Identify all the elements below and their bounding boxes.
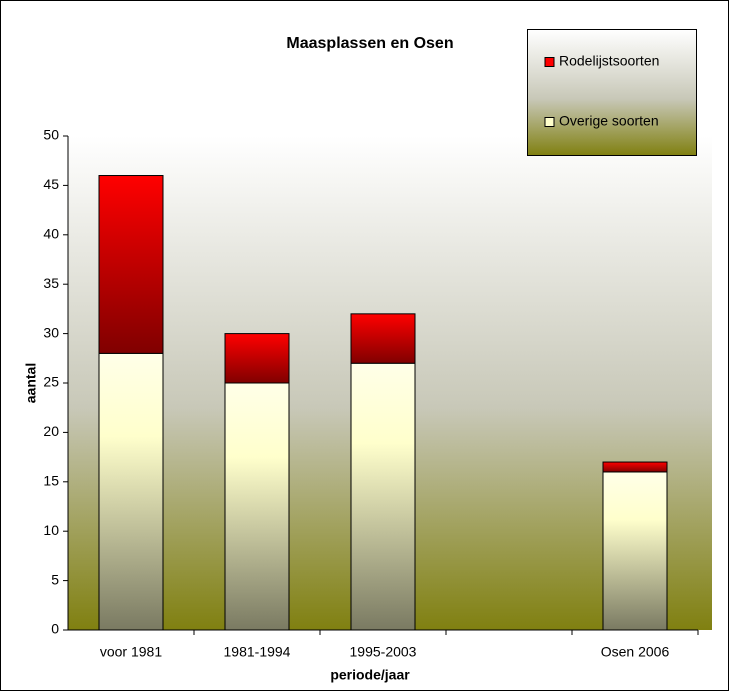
- x-axis-label: periode/jaar: [330, 667, 410, 683]
- bar-segment: [350, 313, 416, 364]
- y-tick-label: 45: [43, 176, 59, 192]
- bar-segment: [98, 175, 164, 354]
- y-tick-label: 30: [43, 324, 59, 340]
- legend-swatch: [544, 57, 555, 67]
- y-tick-label: 20: [43, 423, 59, 439]
- legend-label: Overige soorten: [559, 113, 659, 129]
- bar-segment: [350, 362, 416, 631]
- bar-segment: [224, 382, 290, 631]
- legend-swatch: [544, 117, 555, 127]
- x-tick-label: Osen 2006: [601, 644, 670, 660]
- y-tick-label: 25: [43, 374, 59, 390]
- x-tick-label: 1995-2003: [350, 644, 417, 660]
- bar-segment: [98, 352, 164, 631]
- y-tick-label: 15: [43, 473, 59, 489]
- y-tick-label: 5: [51, 571, 59, 587]
- y-tick-label: 40: [43, 226, 59, 242]
- y-tick-label: 0: [51, 621, 59, 637]
- chart-title: Maasplassen en Osen: [286, 35, 453, 52]
- legend-label: Rodelijstsoorten: [559, 53, 659, 69]
- y-tick-label: 50: [43, 127, 59, 143]
- x-tick-label: 1981-1994: [224, 644, 291, 660]
- legend-box: [527, 29, 697, 156]
- y-tick-label: 35: [43, 275, 59, 291]
- y-axis-label: aantal: [23, 363, 39, 403]
- bar-segment: [602, 461, 668, 473]
- bar-segment: [602, 471, 668, 631]
- bar-segment: [224, 333, 290, 384]
- x-tick-label: voor 1981: [100, 644, 162, 660]
- y-tick-label: 10: [43, 522, 59, 538]
